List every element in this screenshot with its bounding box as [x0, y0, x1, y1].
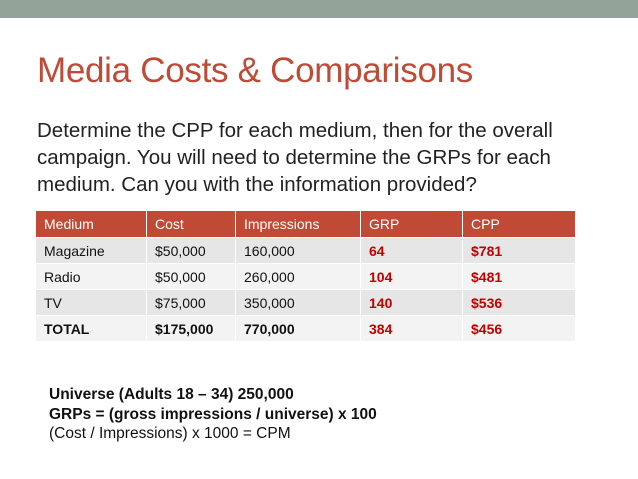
universe-note: Universe (Adults 18 – 34) 250,000: [49, 386, 294, 403]
cell-cost: $50,000: [147, 264, 236, 290]
cell-grp: 104: [361, 264, 463, 290]
cell-grp: 384: [361, 316, 463, 342]
header-cost: Cost: [147, 211, 236, 238]
header-cpp: CPP: [463, 211, 576, 238]
grp-formula: GRPs = (gross impressions / universe) x …: [49, 405, 377, 423]
cell-grp: 64: [361, 238, 463, 264]
top-accent-bar: [0, 0, 638, 18]
cell-impressions: 350,000: [236, 290, 361, 316]
cell-cpp: $536: [463, 290, 576, 316]
cell-impressions: 160,000: [236, 238, 361, 264]
cell-cost: $175,000: [147, 316, 236, 342]
intro-text: Determine the CPP for each medium, then …: [37, 119, 553, 196]
cell-cpp: $781: [463, 238, 576, 264]
table-row: Magazine $50,000 160,000 64 $781: [36, 238, 576, 264]
slide-title: Media Costs & Comparisons: [37, 51, 473, 90]
header-impressions: Impressions: [236, 211, 361, 238]
table-row: Radio $50,000 260,000 104 $481: [36, 264, 576, 290]
header-grp: GRP: [361, 211, 463, 238]
cell-cpp: $456: [463, 316, 576, 342]
table-row: TV $75,000 350,000 140 $536: [36, 290, 576, 316]
cell-cpp: $481: [463, 264, 576, 290]
cell-grp: 140: [361, 290, 463, 316]
cell-impressions: 770,000: [236, 316, 361, 342]
cell-medium: TV: [36, 290, 147, 316]
cell-medium: TOTAL: [36, 316, 147, 342]
cell-medium: Radio: [36, 264, 147, 290]
table-header-row: Medium Cost Impressions GRP CPP: [36, 211, 576, 238]
cell-cost: $50,000: [147, 238, 236, 264]
cpm-formula: (Cost / Impressions) x 1000 = CPM: [49, 425, 291, 442]
cell-impressions: 260,000: [236, 264, 361, 290]
cell-medium: Magazine: [36, 238, 147, 264]
table-total-row: TOTAL $175,000 770,000 384 $456: [36, 316, 576, 342]
formula-notes: Universe (Adults 18 – 34) 250,000 GRPs =…: [49, 385, 377, 444]
header-medium: Medium: [36, 211, 147, 238]
cell-cost: $75,000: [147, 290, 236, 316]
media-costs-table: Medium Cost Impressions GRP CPP Magazine…: [36, 211, 576, 342]
